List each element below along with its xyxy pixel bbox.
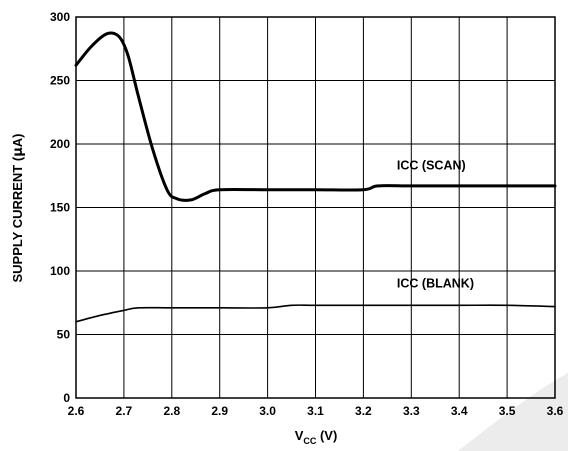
x-tick-label: 3.2 — [355, 404, 372, 418]
series-annotations: ICC (SCAN) ICC (BLANK) — [397, 158, 474, 290]
tick-labels: 2.6 2.7 2.8 2.9 3.0 3.1 3.2 3.3 3.4 3.5 3.6 0 50 100 1… — [50, 10, 564, 418]
y-tick-label: 100 — [50, 264, 70, 278]
x-tick-label: 2.6 — [68, 404, 85, 418]
plot-frame — [75, 16, 556, 399]
annotation-icc-scan: ICC (SCAN) — [397, 158, 466, 172]
x-tick-label: 2.8 — [163, 404, 180, 418]
series-line-icc-blank — [75, 304, 556, 323]
x-tick-label: 3.5 — [499, 404, 516, 418]
series-layer — [74, 31, 557, 323]
x-tick-label: 3.4 — [451, 404, 468, 418]
x-axis-title: VCC (V) — [295, 428, 338, 446]
annotation-icc-blank: ICC (BLANK) — [397, 277, 474, 291]
watermark-logo — [458, 373, 568, 451]
y-axis-title: SUPPLY CURRENT (μA) — [10, 134, 26, 283]
x-tick-label: 3.3 — [403, 404, 420, 418]
y-tick-label: 250 — [50, 74, 70, 88]
x-tick-label: 3.1 — [307, 404, 324, 418]
y-tick-label: 200 — [50, 137, 70, 151]
y-tick-label: 50 — [57, 328, 71, 342]
y-tick-label: 0 — [63, 391, 70, 405]
grid — [76, 17, 555, 398]
x-tick-label: 2.7 — [116, 404, 133, 418]
x-tick-label: 3.0 — [259, 404, 276, 418]
series-line-icc-scan — [74, 31, 557, 202]
y-tick-label: 300 — [50, 10, 70, 24]
x-tick-label: 3.6 — [547, 404, 564, 418]
x-tick-label: 2.9 — [211, 404, 228, 418]
y-tick-label: 150 — [50, 201, 70, 215]
